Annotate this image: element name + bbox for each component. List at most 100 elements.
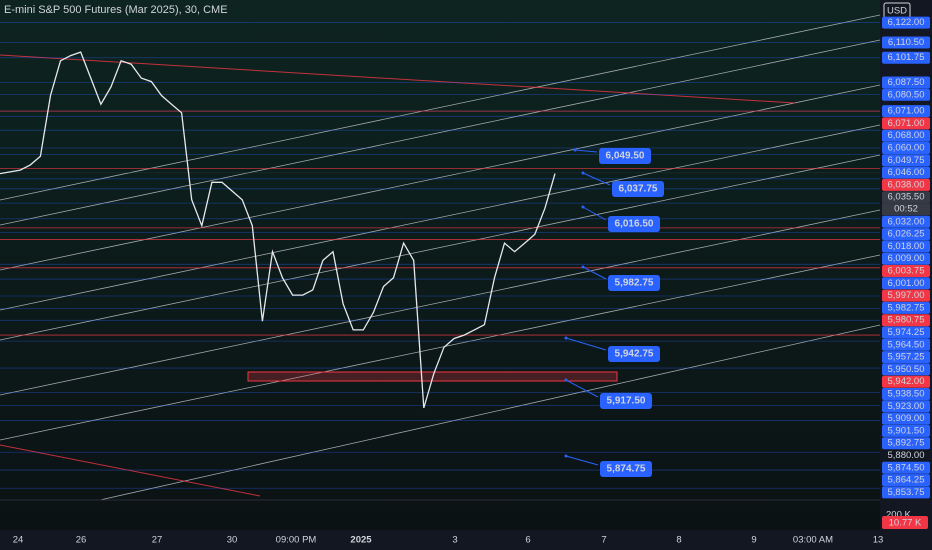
annotation-arrow	[565, 379, 599, 398]
price-label-box	[882, 36, 930, 49]
annotation-arrow	[582, 206, 607, 221]
x-tick-label: 7	[601, 535, 606, 546]
annotation-label: 5,982.75	[615, 278, 654, 289]
price-label-box	[882, 351, 930, 364]
price-label-box	[882, 437, 930, 450]
countdown-box	[882, 203, 930, 216]
price-label: 5,982.75	[888, 302, 925, 313]
channel-line	[0, 84, 881, 271]
countdown: 00:52	[894, 204, 918, 215]
price-label-box	[882, 142, 930, 155]
x-tick-label: 27	[152, 535, 163, 546]
x-tick-label: 8	[676, 535, 681, 546]
price-label-box	[882, 228, 930, 241]
price-label: 6,080.50	[888, 89, 925, 100]
annotation-box	[608, 275, 660, 291]
price-label: 5,874.50	[888, 462, 925, 473]
price-label: 5,892.75	[888, 438, 925, 449]
price-label: 6,101.75	[888, 52, 925, 63]
channel-line	[99, 324, 881, 501]
price-label-box	[882, 76, 930, 89]
trend-line	[0, 54, 796, 104]
price-label: 6,032.00	[888, 216, 925, 227]
x-tick-label: 3	[452, 535, 457, 546]
price-label: 5,942.00	[888, 376, 925, 387]
price-label: 5,853.75	[888, 487, 925, 498]
annotation-arrow	[574, 149, 598, 153]
channel-line	[0, 39, 881, 226]
x-tick-label: 03:00 AM	[793, 535, 833, 546]
price-label: 6,122.00	[888, 17, 925, 28]
volume-scale-label: 200 K	[886, 510, 911, 521]
annotation-label: 6,037.75	[619, 184, 658, 195]
price-label: 6,009.00	[888, 253, 925, 264]
price-label: 6,018.00	[888, 241, 925, 252]
price-label-box	[882, 191, 930, 204]
price-label: 6,001.00	[888, 278, 925, 289]
x-tick-label: 6	[525, 535, 530, 546]
price-label: 5,938.50	[888, 389, 925, 400]
annotation-label: 5,874.75	[607, 464, 646, 475]
price-label: 6,110.50	[888, 37, 924, 48]
price-label: 5,997.00	[888, 290, 925, 301]
chart-title: E-mini S&P 500 Futures (Mar 2025), 30, C…	[4, 4, 228, 16]
price-label: 6,060.00	[888, 143, 925, 154]
price-label-box	[882, 277, 930, 290]
price-label-box	[882, 412, 930, 425]
annotation-label: 6,049.50	[606, 151, 645, 162]
price-label-box	[882, 474, 930, 487]
annotation-arrow	[565, 455, 599, 466]
channel-line	[0, 254, 881, 441]
price-label-box	[882, 461, 930, 474]
annotation-box	[608, 216, 660, 232]
x-tick-label: 30	[227, 535, 238, 546]
annotation-anchor	[581, 265, 585, 269]
price-label: 6,049.75	[888, 155, 925, 166]
price-label: 6,026.25	[888, 229, 925, 240]
trend-line	[0, 444, 261, 497]
price-label-box	[882, 16, 930, 29]
price-label-box	[882, 326, 930, 339]
annotation-anchor	[581, 205, 585, 209]
price-label-box	[882, 51, 930, 64]
price-label: 5,950.50	[888, 364, 925, 375]
x-tick-label: 13	[873, 535, 884, 546]
price-label-box	[882, 424, 930, 437]
time-axis-background	[0, 530, 880, 550]
price-label-box	[882, 154, 930, 167]
price-label-box	[882, 88, 930, 101]
x-tick-label: 09:00 PM	[276, 535, 317, 546]
annotation-box	[599, 148, 651, 164]
price-label: 6,071.00	[888, 106, 925, 117]
currency: USD	[887, 6, 907, 17]
price-label: 5,957.25	[888, 352, 925, 363]
price-label-box	[882, 265, 930, 278]
annotation-box	[600, 461, 652, 477]
price-label-box	[882, 338, 930, 351]
price-label-box	[882, 215, 930, 228]
price-label-box	[882, 388, 930, 401]
price-label-box	[882, 314, 930, 327]
x-tick-label: 2025	[350, 535, 372, 546]
price-label: 6,087.50	[888, 77, 925, 88]
price-label-box	[882, 289, 930, 302]
channel-line	[0, 209, 881, 396]
annotation-anchor	[581, 171, 585, 175]
price-label: 6,035.50	[888, 192, 925, 203]
volume-value-box	[882, 516, 928, 529]
annotation-box	[612, 181, 664, 197]
annotation-label: 5,942.75	[615, 349, 654, 360]
plot-background	[0, 0, 880, 530]
price-label: 6,046.00	[888, 167, 925, 178]
price-line	[0, 51, 556, 409]
price-label: 5,864.25	[888, 475, 925, 486]
price-label-box	[882, 240, 930, 253]
price-label-box	[882, 400, 930, 413]
volume-value: 10.77 K	[889, 518, 922, 529]
annotation-anchor	[573, 148, 577, 152]
price-label-box	[882, 178, 930, 191]
price-label: 5,909.00	[888, 413, 925, 424]
price-label: 5,901.50	[888, 425, 925, 436]
